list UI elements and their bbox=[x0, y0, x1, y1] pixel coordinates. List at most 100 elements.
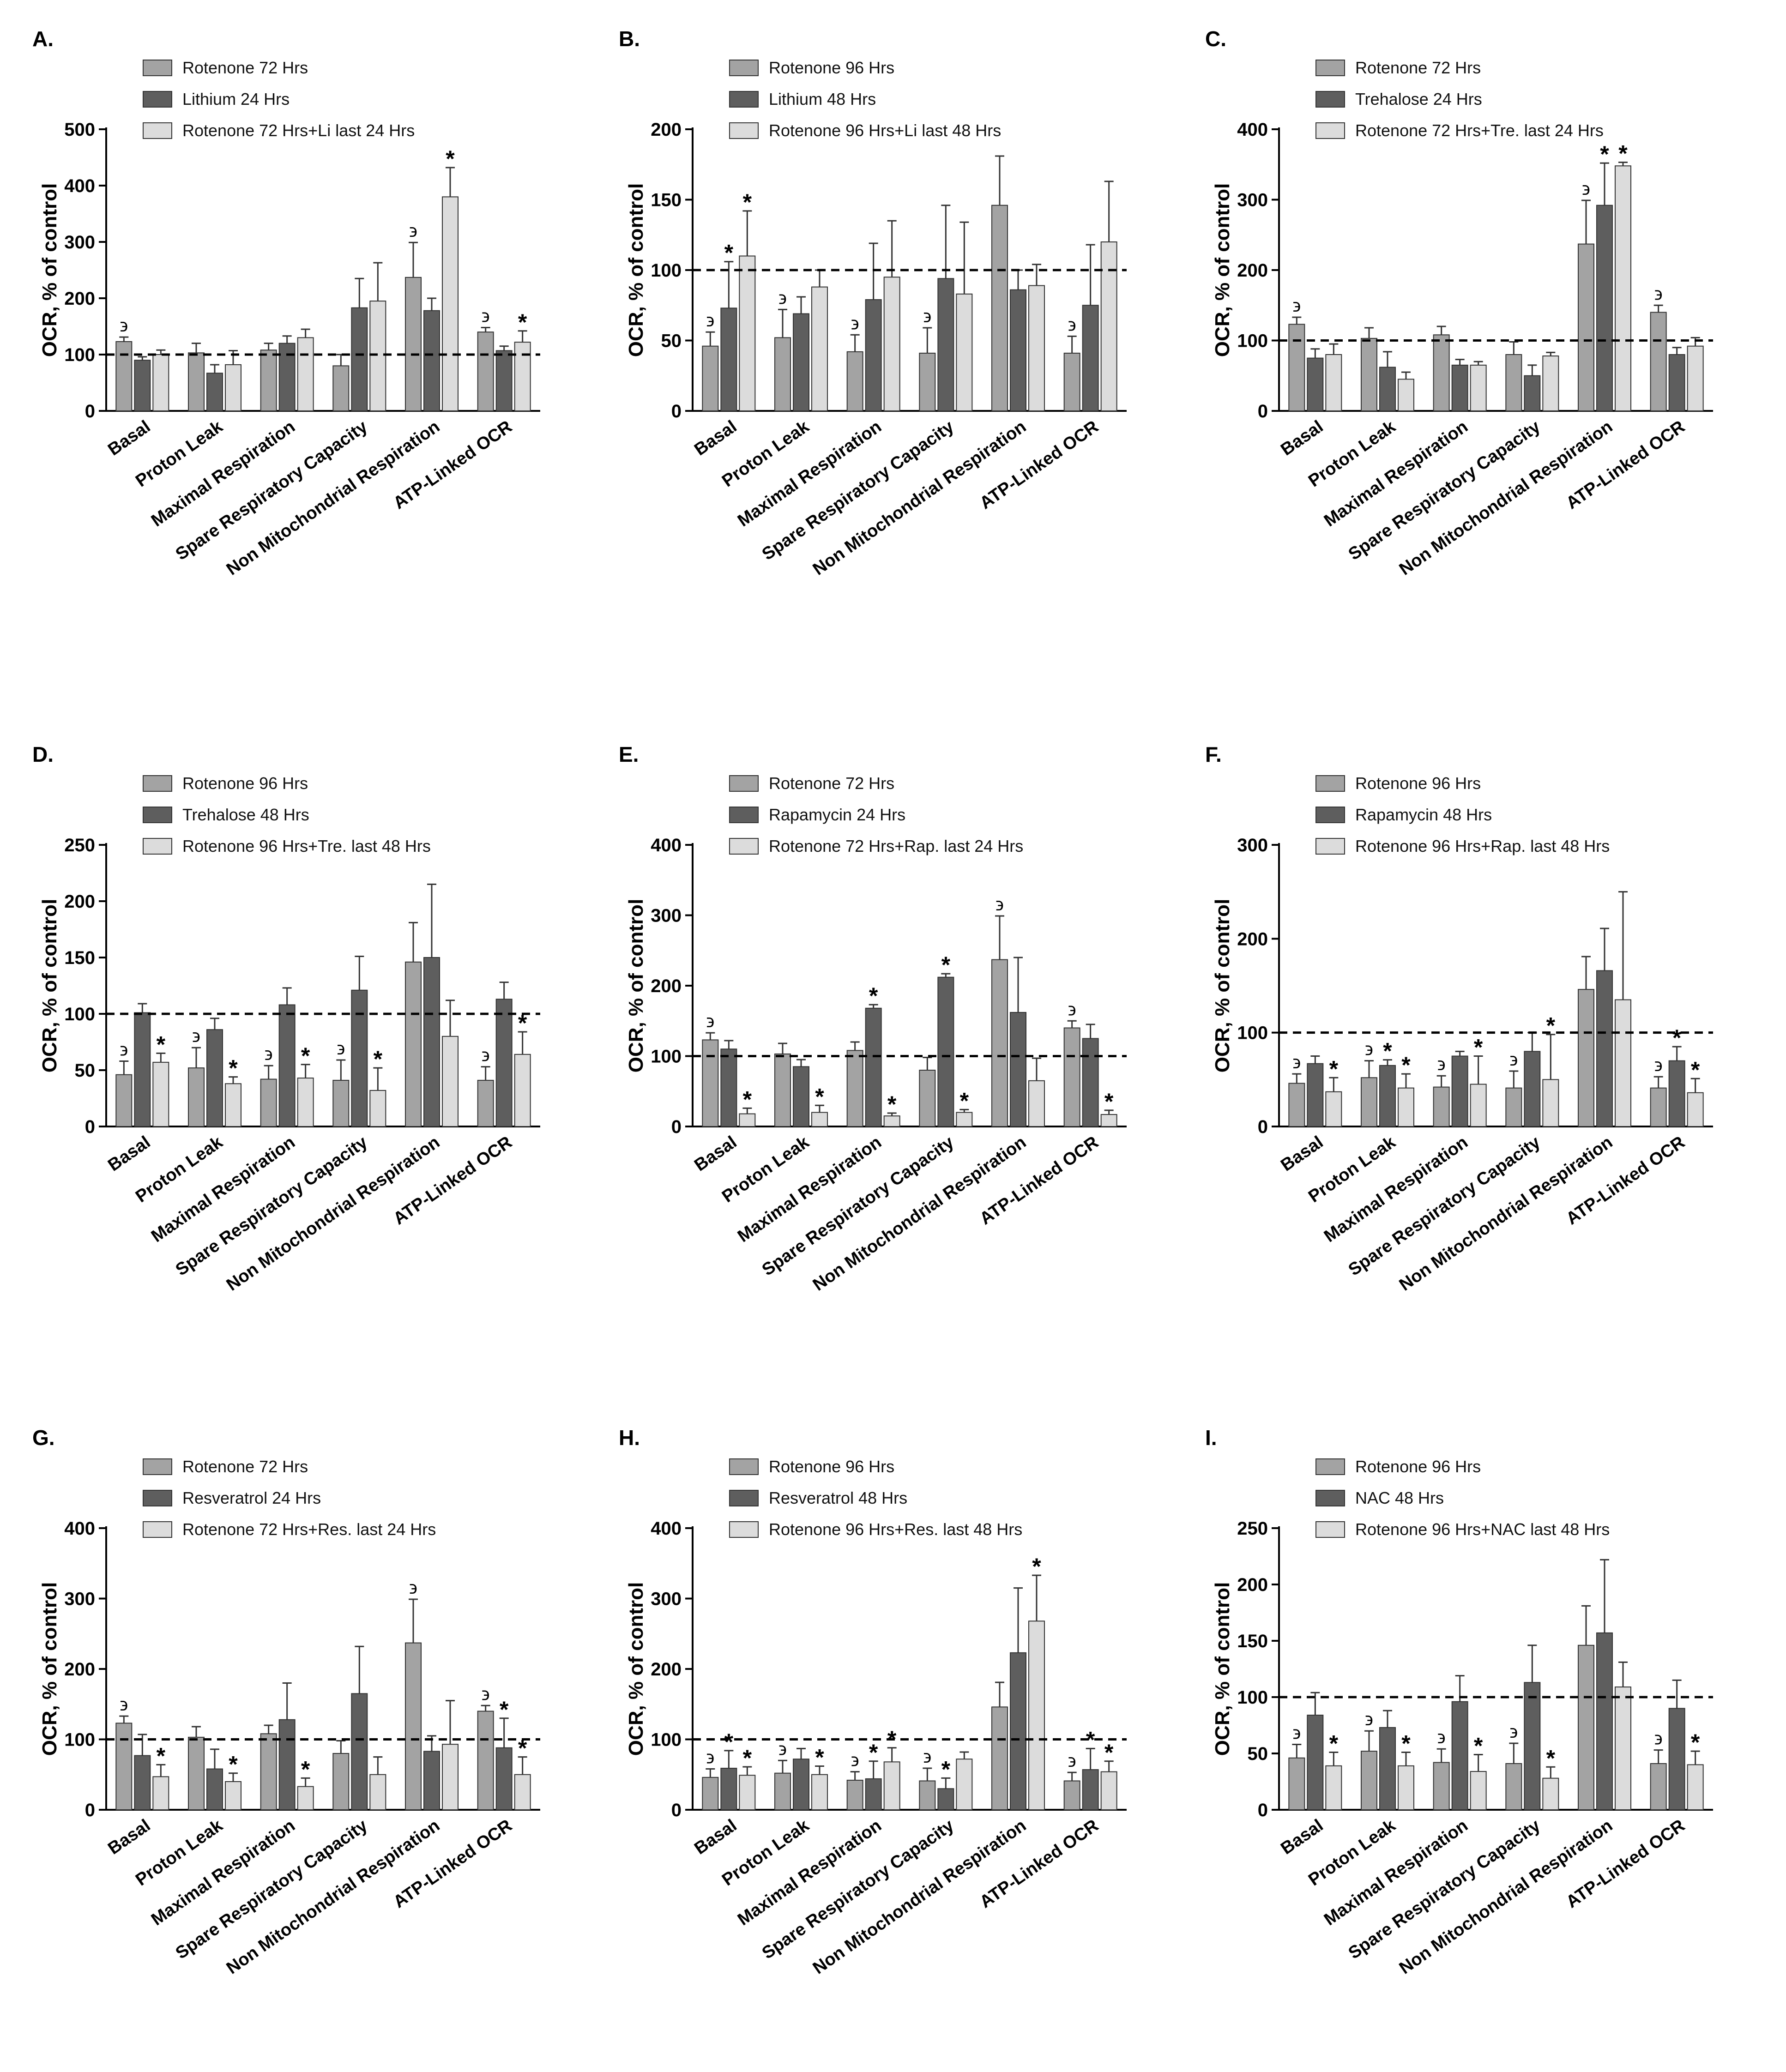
legend-label-2: Trehalose 48 Hrs bbox=[182, 805, 309, 824]
y-tick-label: 100 bbox=[651, 1730, 682, 1750]
y-tick-label: 50 bbox=[1248, 1744, 1268, 1764]
bar bbox=[1650, 312, 1667, 411]
bar bbox=[865, 1778, 882, 1811]
legend-swatch-2 bbox=[729, 91, 759, 108]
significance-star: * bbox=[960, 1088, 969, 1114]
bar bbox=[1433, 1086, 1450, 1127]
bar bbox=[423, 1751, 440, 1810]
bar bbox=[278, 1004, 296, 1127]
bar bbox=[720, 307, 737, 411]
bar bbox=[919, 352, 936, 412]
bar bbox=[1325, 354, 1342, 411]
significance-star: * bbox=[815, 1084, 824, 1109]
chart-panel-7: G. Rotenone 72 Hrs Resveratrol 24 Hrs Roten… bbox=[32, 1426, 540, 1978]
significance-star: * bbox=[157, 1743, 166, 1769]
bar bbox=[1542, 1079, 1559, 1127]
chart-panel-4: D. Rotenone 96 Hrs Trehalose 48 Hrs Rotenon… bbox=[32, 742, 540, 1295]
x-category-label: ATP-Linked OCR bbox=[976, 1132, 1102, 1229]
significance-star: * bbox=[1329, 1731, 1339, 1757]
legend-label-3: Rotenone 96 Hrs+Li last 48 Hrs bbox=[769, 121, 1001, 140]
bar bbox=[1687, 345, 1704, 412]
bar bbox=[1288, 1757, 1305, 1811]
panel-label: H. bbox=[619, 1426, 640, 1450]
significance-star: * bbox=[743, 1745, 752, 1771]
significance-mark: ϶ bbox=[1365, 1709, 1373, 1729]
panel-label: B. bbox=[619, 27, 640, 51]
bar bbox=[1615, 165, 1631, 411]
y-tick-label: 300 bbox=[1237, 835, 1268, 855]
bar bbox=[811, 1774, 828, 1810]
y-tick-label: 150 bbox=[64, 948, 95, 968]
y-tick-label: 0 bbox=[1258, 1800, 1268, 1820]
legend-swatch-2 bbox=[1315, 91, 1345, 108]
bar bbox=[774, 1772, 791, 1811]
significance-star: * bbox=[887, 1091, 897, 1117]
significance-star: * bbox=[869, 983, 878, 1009]
significance-star: * bbox=[1329, 1056, 1339, 1082]
y-tick-label: 0 bbox=[671, 1117, 682, 1137]
x-category-label: Basal bbox=[1277, 417, 1327, 460]
chart-panel-8: H. Rotenone 96 Hrs Resveratrol 48 Hrs Roten… bbox=[619, 1426, 1127, 1978]
y-tick-label: 250 bbox=[1237, 1518, 1268, 1539]
panel-label: F. bbox=[1205, 742, 1222, 766]
chart-panel-6: F. Rotenone 96 Hrs Rapamycin 48 Hrs Rotenon… bbox=[1205, 742, 1713, 1295]
bar bbox=[1650, 1763, 1667, 1811]
bar bbox=[1082, 305, 1099, 411]
legend-label-1: Rotenone 96 Hrs bbox=[1355, 1457, 1481, 1476]
bar bbox=[206, 1768, 223, 1810]
bar bbox=[297, 1078, 314, 1127]
panel-label: G. bbox=[32, 1426, 55, 1450]
bar bbox=[495, 1747, 513, 1810]
bar bbox=[1433, 1762, 1450, 1811]
significance-star: * bbox=[1086, 1727, 1095, 1753]
panel-label: E. bbox=[619, 742, 639, 766]
significance-star: * bbox=[1032, 1554, 1041, 1579]
bar bbox=[115, 1723, 133, 1810]
bar bbox=[1082, 1769, 1099, 1811]
bar bbox=[811, 1112, 828, 1127]
legend-swatch-1 bbox=[729, 60, 759, 76]
legend-swatch-2 bbox=[729, 807, 759, 823]
bar bbox=[1615, 1687, 1631, 1810]
significance-star: * bbox=[1383, 1038, 1392, 1064]
panel-label: A. bbox=[32, 27, 54, 51]
y-tick-label: 200 bbox=[1237, 929, 1268, 949]
legend-label-2: NAC 48 Hrs bbox=[1355, 1488, 1444, 1507]
legend-label-1: Rotenone 72 Hrs bbox=[769, 774, 894, 793]
significance-mark: ϶ bbox=[996, 894, 1004, 915]
significance-star: * bbox=[301, 1756, 310, 1782]
bar bbox=[1505, 1763, 1522, 1811]
bar bbox=[937, 278, 954, 411]
bar bbox=[883, 1761, 900, 1810]
significance-star: * bbox=[1474, 1035, 1483, 1060]
significance-star: * bbox=[743, 1086, 752, 1112]
significance-mark: ϶ bbox=[706, 1011, 714, 1031]
legend-label-3: Rotenone 72 Hrs+Li last 24 Hrs bbox=[182, 121, 415, 140]
bar bbox=[152, 354, 169, 411]
bar bbox=[369, 1774, 386, 1810]
legend-label-1: Rotenone 96 Hrs bbox=[769, 1457, 894, 1476]
significance-star: * bbox=[229, 1055, 238, 1081]
bar bbox=[1361, 1077, 1377, 1127]
x-category-label: Basal bbox=[104, 1132, 154, 1175]
significance-star: * bbox=[500, 1697, 509, 1723]
legend-label-2: Rapamycin 48 Hrs bbox=[1355, 805, 1492, 824]
bar bbox=[702, 1777, 719, 1810]
significance-mark: ϶ bbox=[851, 1750, 859, 1771]
significance-mark: ϶ bbox=[409, 221, 417, 241]
bar bbox=[919, 1070, 936, 1127]
significance-star: * bbox=[1672, 1025, 1682, 1051]
bar bbox=[1028, 1620, 1045, 1810]
significance-mark: ϶ bbox=[1437, 1727, 1446, 1747]
significance-mark: ϶ bbox=[192, 1026, 200, 1046]
significance-star: * bbox=[724, 1729, 734, 1755]
legend-swatch-2 bbox=[143, 91, 172, 108]
bar bbox=[1687, 1764, 1704, 1811]
bar bbox=[1100, 1771, 1117, 1811]
legend-label-1: Rotenone 96 Hrs bbox=[1355, 774, 1481, 793]
bar bbox=[1668, 1060, 1685, 1127]
bar bbox=[1470, 1084, 1487, 1127]
significance-mark: ϶ bbox=[778, 288, 787, 308]
y-tick-label: 200 bbox=[1237, 260, 1268, 281]
legend-swatch-1 bbox=[143, 60, 172, 76]
